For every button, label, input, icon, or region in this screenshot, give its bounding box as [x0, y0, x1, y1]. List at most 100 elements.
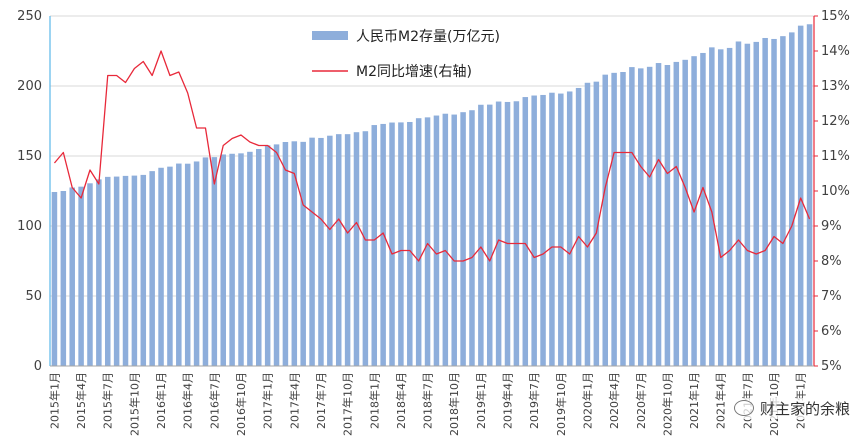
- bar: [629, 67, 635, 366]
- bar: [104, 176, 111, 366]
- bar: [353, 132, 360, 366]
- bar: [682, 59, 688, 366]
- line-series: [53, 50, 811, 262]
- bar: [69, 187, 75, 366]
- bar: [735, 41, 742, 366]
- y-left-tick-label: 50: [25, 289, 42, 304]
- x-tick-label: 2019年7月: [527, 372, 541, 429]
- bar: [380, 123, 386, 366]
- y-right-tick-label: 15%: [821, 9, 850, 24]
- x-tick-label: 2017年4月: [287, 372, 301, 429]
- x-tick-label: 2020年4月: [607, 372, 621, 429]
- bar: [504, 101, 511, 367]
- bar: [398, 122, 404, 367]
- bar: [602, 74, 608, 366]
- x-tick-label: 2017年1月: [261, 372, 275, 429]
- bar: [478, 104, 484, 366]
- y-axis-left-ticks: 0 50 100 150 200 250: [17, 9, 42, 374]
- bar: [78, 186, 84, 366]
- bar: [51, 191, 58, 366]
- bar: [771, 38, 777, 367]
- bar: [158, 167, 164, 366]
- bar: [620, 72, 626, 366]
- bar: [646, 66, 653, 366]
- bar: [371, 125, 378, 366]
- bar: [486, 104, 493, 367]
- bar: [60, 191, 67, 366]
- bar: [184, 163, 191, 366]
- bar: [122, 175, 129, 366]
- bar: [318, 137, 324, 366]
- bar: [202, 157, 209, 366]
- bar: [638, 68, 644, 367]
- bar: [273, 144, 280, 366]
- bar: [797, 25, 804, 366]
- bar: [193, 161, 200, 366]
- x-tick-label: 2015年10月: [127, 372, 141, 436]
- bar: [247, 151, 253, 366]
- y-right-tick-label: 8%: [821, 254, 842, 269]
- bar: [780, 36, 786, 366]
- bar: [522, 97, 529, 366]
- bar: [558, 93, 564, 366]
- x-tick-label: 2020年10月: [660, 372, 674, 436]
- x-tick-label: 2020年1月: [580, 372, 594, 429]
- y-right-tick-label: 13%: [821, 79, 850, 94]
- x-tick-label: 2015年1月: [47, 372, 61, 429]
- bar: [264, 145, 271, 366]
- bar: [469, 110, 475, 366]
- legend: 人民币M2存量(万亿元) M2同比增速(右轴): [312, 29, 500, 80]
- bar: [549, 92, 555, 366]
- bar: [726, 47, 733, 367]
- bar-series: [51, 24, 813, 367]
- gridlines: [50, 15, 814, 297]
- bar: [335, 134, 342, 366]
- bar: [531, 95, 537, 367]
- bar: [664, 65, 671, 366]
- x-tick-label: 2016年1月: [154, 372, 168, 429]
- bar: [211, 157, 218, 366]
- x-tick-label: 2019年1月: [474, 372, 488, 429]
- bar: [655, 63, 662, 366]
- bar: [96, 179, 102, 366]
- bar: [131, 175, 138, 366]
- bar: [540, 94, 546, 367]
- y-left-tick-label: 200: [17, 79, 42, 94]
- bar: [433, 115, 440, 366]
- x-tick-label: 2016年4月: [181, 372, 195, 429]
- y-right-tick-label: 6%: [821, 324, 842, 339]
- bar: [495, 101, 502, 366]
- y-right-tick-label: 9%: [821, 219, 842, 234]
- bar: [415, 118, 422, 366]
- x-tick-label: 2021年4月: [714, 372, 728, 429]
- y-right-tick-label: 11%: [821, 149, 850, 164]
- x-tick-label: 2017年10月: [341, 372, 355, 436]
- bar: [362, 131, 369, 366]
- x-tick-label: 2019年4月: [501, 372, 515, 429]
- bar: [593, 81, 600, 366]
- bar: [407, 121, 413, 366]
- x-tick-label: 2017年7月: [314, 372, 328, 429]
- bar: [87, 183, 93, 366]
- y-right-tick-label: 12%: [821, 114, 850, 129]
- y-axis-right-ticks: 5% 6% 7% 8% 9% 10% 11% 12% 13% 14% 15%: [814, 9, 850, 374]
- bar: [611, 72, 617, 366]
- bar: [300, 141, 306, 366]
- y-left-tick-label: 150: [17, 149, 42, 164]
- bar: [389, 122, 395, 366]
- bar: [140, 174, 147, 366]
- watermark-text: 财主家的余粮: [759, 400, 850, 418]
- legend-bar-swatch: [312, 31, 348, 40]
- bar: [806, 24, 813, 366]
- bar: [309, 137, 315, 366]
- x-axis-ticks: 2015年1月 2015年4月 2015年7月 2015年10月 2016年1月 2016…: [47, 372, 807, 436]
- bar: [700, 52, 706, 367]
- legend-line-label: M2同比增速(右轴): [356, 64, 472, 80]
- bar: [789, 32, 795, 366]
- y-right-tick-label: 5%: [821, 359, 842, 374]
- bar: [282, 142, 289, 366]
- growth-line: [53, 50, 811, 262]
- legend-bar-label: 人民币M2存量(万亿元): [356, 29, 500, 45]
- bar: [424, 117, 431, 366]
